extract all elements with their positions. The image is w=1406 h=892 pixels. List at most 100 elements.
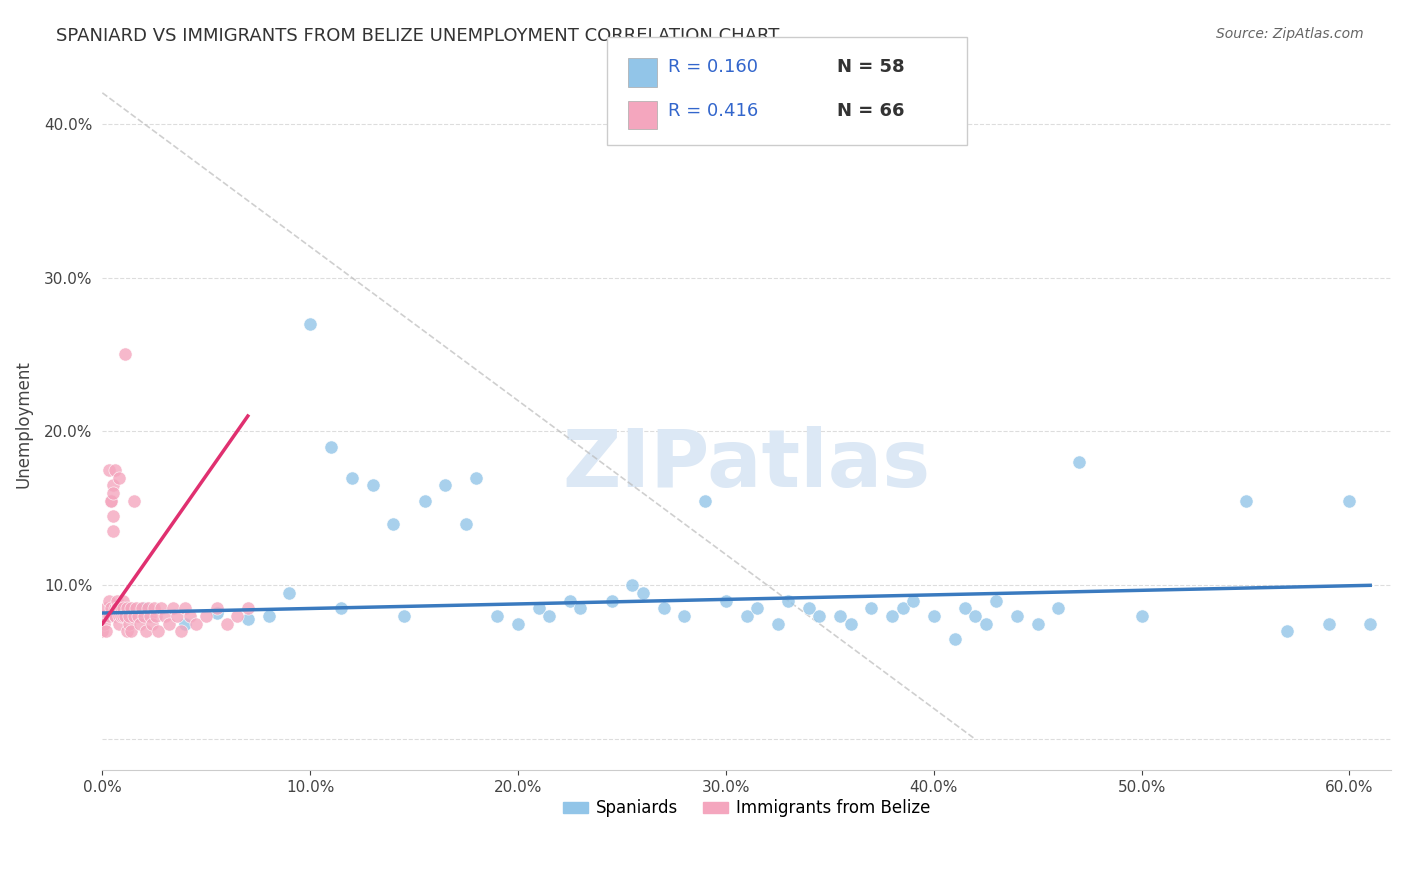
Point (330, 601, 353, 615)
Point (120, 624, 142, 639)
Point (901, 593, 924, 607)
Point (104, 609, 127, 624)
Point (195, 609, 218, 624)
Point (465, 470, 488, 484)
Point (652, 601, 675, 615)
Point (110, 601, 132, 615)
Point (148, 624, 170, 639)
Point (860, 601, 883, 615)
Point (538, 609, 561, 624)
Point (93, 609, 115, 624)
Point (392, 609, 415, 624)
Point (174, 616, 197, 631)
Text: SPANIARD VS IMMIGRANTS FROM BELIZE UNEMPLOYMENT CORRELATION CHART: SPANIARD VS IMMIGRANTS FROM BELIZE UNEMP… (56, 27, 779, 45)
Point (953, 601, 976, 615)
Point (131, 601, 153, 615)
Point (101, 478, 124, 492)
Point (454, 516, 477, 531)
Point (714, 593, 737, 607)
Point (434, 478, 457, 492)
Text: R = 0.160: R = 0.160 (668, 58, 758, 76)
Point (101, 486, 124, 500)
Point (108, 470, 131, 484)
Point (413, 493, 436, 508)
Point (149, 601, 172, 615)
Point (205, 606, 228, 620)
Text: N = 66: N = 66 (837, 103, 904, 120)
Y-axis label: Unemployment: Unemployment (15, 359, 32, 488)
Point (797, 601, 820, 615)
Point (340, 470, 363, 484)
Point (112, 601, 135, 615)
Point (922, 609, 945, 624)
Point (735, 609, 758, 624)
Point (569, 601, 592, 615)
Point (1339, 493, 1361, 508)
Point (153, 609, 176, 624)
Point (1005, 609, 1028, 624)
Point (114, 347, 136, 361)
Text: Source: ZipAtlas.com: Source: ZipAtlas.com (1216, 27, 1364, 41)
Point (778, 593, 800, 607)
Point (166, 609, 188, 624)
Point (486, 609, 509, 624)
Point (974, 616, 997, 631)
Point (1360, 616, 1382, 631)
Point (141, 616, 163, 631)
Point (104, 601, 127, 615)
Point (673, 609, 696, 624)
Point (693, 493, 716, 508)
Point (139, 609, 162, 624)
Point (299, 317, 322, 331)
Point (830, 609, 852, 624)
Point (135, 624, 157, 639)
Point (100, 601, 122, 615)
Point (1130, 609, 1153, 624)
Point (766, 616, 789, 631)
Point (108, 609, 131, 624)
Point (184, 616, 207, 631)
Legend: Spaniards, Immigrants from Belize: Spaniards, Immigrants from Belize (555, 793, 938, 824)
Point (278, 586, 301, 600)
Point (1275, 624, 1298, 639)
Point (527, 601, 550, 615)
Point (1069, 455, 1091, 469)
Point (170, 624, 193, 639)
Point (132, 609, 155, 624)
Point (117, 601, 139, 615)
Point (105, 601, 128, 615)
Point (105, 593, 128, 607)
Point (122, 609, 145, 624)
Point (965, 609, 987, 624)
Point (100, 493, 122, 508)
Text: ZIPatlas: ZIPatlas (562, 426, 931, 504)
Point (621, 578, 644, 592)
Point (943, 632, 966, 647)
Point (319, 440, 342, 454)
Point (1234, 493, 1257, 508)
Text: R = 0.416: R = 0.416 (668, 103, 758, 120)
Point (108, 616, 131, 631)
Point (110, 609, 132, 624)
Point (122, 493, 145, 508)
Point (600, 593, 623, 607)
Point (174, 601, 197, 615)
Point (631, 586, 654, 600)
Point (145, 609, 167, 624)
Point (105, 601, 128, 615)
Point (143, 601, 166, 615)
Point (96, 624, 118, 639)
Point (1317, 616, 1340, 631)
Point (882, 609, 904, 624)
Point (205, 601, 228, 615)
Point (1047, 601, 1070, 615)
Point (839, 616, 862, 631)
Point (101, 524, 124, 539)
Point (97, 609, 120, 624)
Point (120, 601, 142, 615)
Point (236, 612, 259, 626)
Point (1026, 616, 1049, 631)
Point (118, 609, 141, 624)
Point (162, 601, 184, 615)
Point (117, 624, 139, 639)
